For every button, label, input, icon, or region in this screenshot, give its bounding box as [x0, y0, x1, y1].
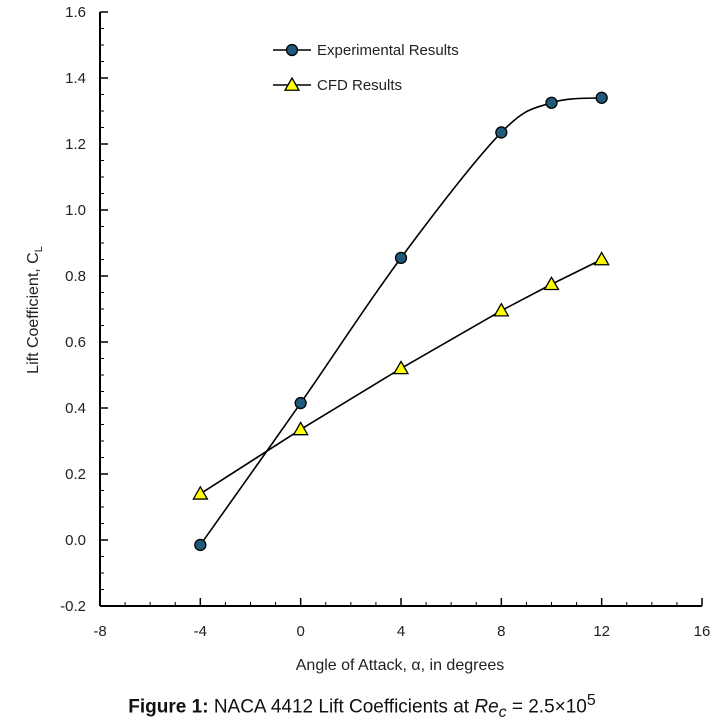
y-tick-label: -0.2: [60, 598, 86, 615]
y-axis-label-sub: L: [33, 246, 45, 252]
y-tick-label: 0.0: [65, 532, 86, 549]
data-point: [392, 360, 410, 375]
y-tick-label: 0.6: [65, 334, 86, 351]
data-point: [495, 126, 508, 139]
figure-caption: Figure 1: NACA 4412 Lift Coefficients at…: [0, 692, 724, 722]
caption-text: NACA 4412 Lift Coefficients at: [213, 696, 470, 718]
series-experimental: [194, 91, 608, 552]
data-point: [595, 91, 608, 104]
y-tick-label: 1.2: [65, 136, 86, 153]
caption-re-symbol: Re: [474, 696, 499, 718]
y-tick-label: 0.2: [65, 466, 86, 483]
caption-label: Figure 1:: [128, 696, 209, 718]
series-cfd: [192, 251, 610, 500]
y-tick-label: 0.8: [65, 268, 86, 285]
data-point: [194, 538, 207, 552]
y-tick-label: 0.4: [65, 400, 86, 417]
legend-label: CFD Results: [317, 77, 402, 94]
chart: -0.2 0.0 0.2 0.4 0.6 0.8 1.0 1.2 1.4 1.6 -8 -4 0 4 8 12…: [25, 4, 710, 674]
data-point: [493, 302, 510, 317]
y-tick-label: 1.0: [65, 202, 86, 219]
legend-marker: [283, 76, 301, 91]
y-tick-label: 1.4: [65, 70, 86, 87]
data-point: [543, 275, 560, 291]
axes: -0.2 0.0 0.2 0.4 0.6 0.8 1.0 1.2 1.4 1.6 -8 -4 0 4 8 12…: [60, 4, 710, 640]
legend-marker: [285, 43, 299, 57]
series-line: [199, 97, 602, 546]
legend-label: Experimental Results: [317, 42, 459, 59]
data-point: [593, 251, 610, 266]
data-point: [394, 251, 408, 265]
x-tick-label: 0: [296, 623, 304, 640]
x-tick-label: 12: [593, 623, 610, 640]
x-tick-label: -4: [194, 623, 207, 640]
x-tick-label: 16: [694, 623, 711, 640]
y-tick-label: 1.6: [65, 4, 86, 21]
legend-item: Experimental Results: [273, 42, 459, 59]
caption-equals: = 2.5×10: [511, 696, 587, 718]
data-point: [192, 485, 209, 500]
y-axis-label-main: Lift Coefficient, C: [25, 252, 42, 374]
x-axis-label: Angle of Attack, α, in degrees: [296, 657, 504, 674]
x-tick-label: 4: [397, 623, 405, 640]
data-point: [294, 396, 307, 410]
data-point: [292, 421, 309, 436]
data-point: [545, 96, 558, 109]
x-tick-label: -8: [93, 623, 106, 640]
y-axis-label: Lift Coefficient, CL: [25, 246, 45, 374]
series-line: [199, 258, 603, 495]
series-layer: [192, 91, 610, 552]
caption-exponent: 5: [586, 692, 596, 709]
x-tick-label: 8: [497, 623, 505, 640]
legend-item: CFD Results: [273, 76, 402, 94]
caption-re-sub: c: [498, 704, 507, 722]
legend: Experimental Results CFD Results: [273, 42, 459, 94]
